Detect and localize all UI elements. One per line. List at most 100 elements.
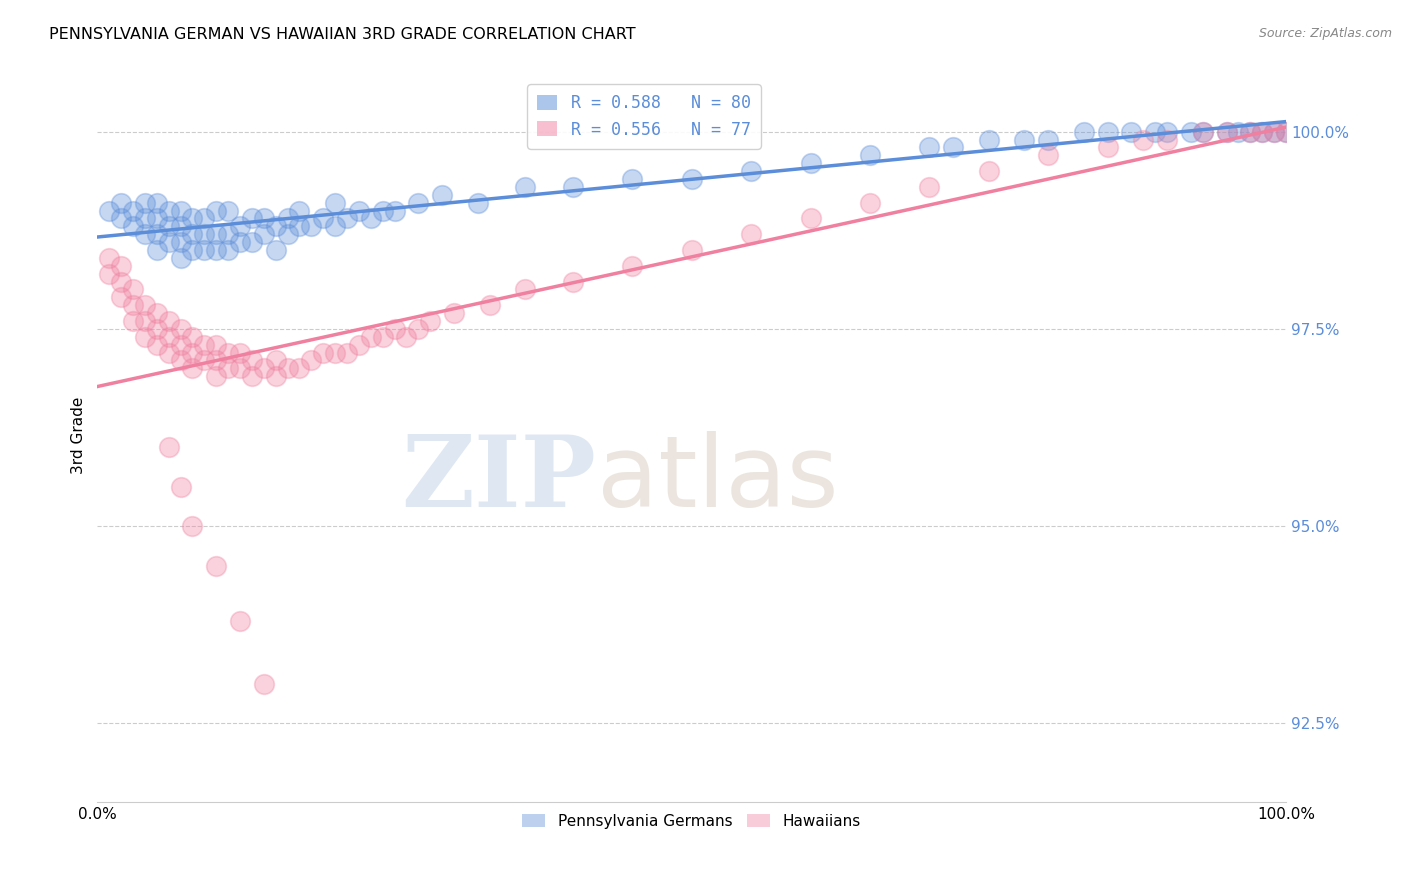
Point [1156,125,1178,139]
Point [478,298,501,312]
Point [323,219,346,234]
Point [299,353,322,368]
Point [277,227,299,242]
Point [323,345,346,359]
Point [193,243,215,257]
Point [681,172,703,186]
Point [1132,132,1154,146]
Point [169,353,191,368]
Point [1275,125,1298,139]
Point [98,251,121,265]
Point [229,235,252,249]
Point [134,314,156,328]
Point [360,330,382,344]
Point [240,353,263,368]
Point [561,275,583,289]
Point [799,156,821,170]
Point [977,164,1000,178]
Point [288,219,311,234]
Point [134,330,156,344]
Point [312,211,335,226]
Point [217,345,239,359]
Point [134,211,156,226]
Point [181,243,204,257]
Point [110,290,132,304]
Point [110,275,132,289]
Point [205,227,228,242]
Point [371,203,394,218]
Point [169,480,191,494]
Point [157,203,180,218]
Point [240,235,263,249]
Point [181,519,204,533]
Point [1180,125,1202,139]
Point [799,211,821,226]
Point [122,282,145,296]
Point [1073,125,1095,139]
Point [264,219,287,234]
Point [1038,132,1060,146]
Point [1215,125,1237,139]
Point [336,211,359,226]
Point [859,148,882,162]
Point [1275,125,1298,139]
Point [621,172,644,186]
Point [205,558,228,573]
Point [122,298,145,312]
Point [253,677,276,691]
Point [205,353,228,368]
Point [169,235,191,249]
Point [299,219,322,234]
Point [1121,125,1143,139]
Point [859,195,882,210]
Point [419,314,441,328]
Point [977,132,1000,146]
Point [264,243,287,257]
Point [384,322,406,336]
Point [169,251,191,265]
Point [1227,125,1250,139]
Point [98,267,121,281]
Point [157,345,180,359]
Point [217,361,239,376]
Point [1014,132,1036,146]
Point [157,440,180,454]
Y-axis label: 3rd Grade: 3rd Grade [72,397,86,474]
Point [205,203,228,218]
Point [205,243,228,257]
Point [740,227,762,242]
Point [157,219,180,234]
Point [336,345,359,359]
Point [277,361,299,376]
Point [193,353,215,368]
Point [347,337,370,351]
Point [181,345,204,359]
Point [253,211,276,226]
Point [1239,125,1261,139]
Text: Source: ZipAtlas.com: Source: ZipAtlas.com [1258,27,1392,40]
Point [181,211,204,226]
Point [323,195,346,210]
Point [360,211,382,226]
Point [443,306,465,320]
Legend: Pennsylvania Germans, Hawaiians: Pennsylvania Germans, Hawaiians [516,807,868,835]
Point [1156,132,1178,146]
Point [146,322,169,336]
Point [277,211,299,226]
Point [193,337,215,351]
Point [621,259,644,273]
Point [1239,125,1261,139]
Point [157,235,180,249]
Point [229,345,252,359]
Text: atlas: atlas [596,431,838,528]
Point [1215,125,1237,139]
Point [347,203,370,218]
Point [110,195,132,210]
Point [217,243,239,257]
Point [1263,125,1285,139]
Point [467,195,489,210]
Point [681,243,703,257]
Point [146,211,169,226]
Point [205,337,228,351]
Point [371,330,394,344]
